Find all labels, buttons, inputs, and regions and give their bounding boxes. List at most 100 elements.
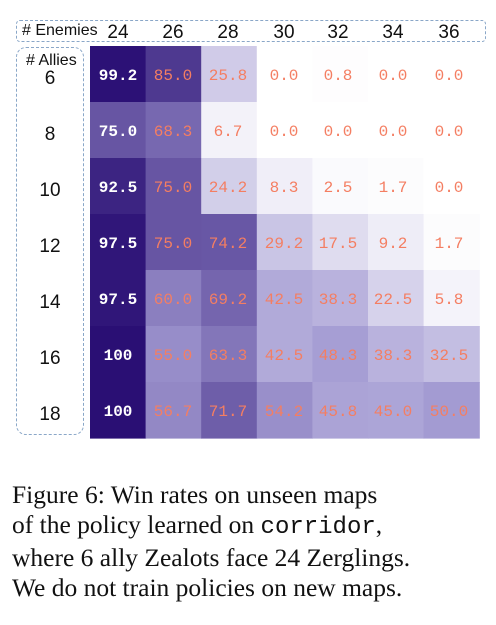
cell-value-label: 68.3	[154, 123, 192, 141]
y-tick-label: 14	[39, 292, 61, 313]
caption-line-2: of the policy learned on corridor,	[12, 510, 492, 543]
x-tick-label: 30	[273, 22, 294, 43]
cell-value-label: 48.3	[319, 347, 357, 365]
win-rate-heatmap: # Enemies # Allies 24 26 28 30 32 34 36 6 8 10 12 1…	[16, 20, 486, 439]
cell-value-label: 38.3	[319, 291, 357, 309]
cell-value-label: 63.3	[209, 347, 247, 365]
heatmap-cell	[90, 270, 147, 327]
cell-value-label: 38.3	[374, 347, 412, 365]
x-tick-label: 26	[162, 22, 183, 43]
heatmap-cell	[368, 46, 425, 103]
heatmap-cell	[312, 214, 369, 271]
cell-value-label: 99.2	[99, 67, 137, 85]
heatmap-cell	[90, 102, 147, 159]
heatmap-cell	[201, 270, 258, 327]
heatmap-cell	[145, 326, 202, 383]
heatmap-cell	[256, 158, 313, 215]
caption-code-term: corridor	[260, 514, 376, 541]
heatmap-cell	[90, 382, 147, 439]
x-axis-title: # Enemies	[22, 22, 98, 39]
cell-value-label: 17.5	[319, 235, 357, 253]
x-tick-label: 34	[382, 22, 404, 43]
x-tick-label: 24	[107, 22, 129, 43]
cell-value-label: 0.0	[435, 179, 464, 197]
enemies-axis-frame	[16, 20, 486, 42]
heatmap-cell	[145, 270, 202, 327]
heatmap-cell	[256, 214, 313, 271]
cell-value-label: 97.5	[99, 291, 137, 309]
heatmap-cell	[368, 382, 425, 439]
heatmap-cell	[201, 102, 258, 159]
cell-value-label: 0.0	[435, 67, 464, 85]
cell-value-label: 0.0	[379, 123, 408, 141]
cell-value-label: 32.5	[430, 347, 468, 365]
cell-value-label: 1.7	[379, 179, 408, 197]
cell-value-label: 50.0	[430, 403, 468, 421]
heatmap-cell	[90, 214, 147, 271]
cell-value-label: 0.0	[270, 123, 299, 141]
cell-value-label: 75.0	[154, 235, 192, 253]
heatmap-cell	[312, 326, 369, 383]
cell-value-label: 0.0	[270, 67, 299, 85]
heatmap-cell	[201, 158, 258, 215]
heatmap-cell	[368, 270, 425, 327]
cell-value-label: 92.5	[99, 179, 137, 197]
heatmap-cell	[423, 270, 480, 327]
cell-value-label: 54.2	[265, 403, 303, 421]
heatmap-cell	[423, 214, 480, 271]
figure-caption: Figure 6: Win rates on unseen maps of th…	[12, 480, 492, 603]
cell-value-label: 1.7	[435, 235, 464, 253]
heatmap-cell	[145, 46, 202, 103]
cell-value-label: 0.0	[379, 67, 408, 85]
cell-value-label: 0.0	[435, 123, 464, 141]
heatmap-cell	[368, 158, 425, 215]
heatmap-cell	[368, 102, 425, 159]
heatmap-cell	[201, 214, 258, 271]
y-tick-label: 8	[45, 124, 56, 145]
allies-axis-frame	[16, 47, 84, 435]
heatmap-cell	[256, 326, 313, 383]
y-tick-label: 10	[39, 180, 60, 201]
x-tick-label: 28	[217, 22, 238, 43]
cell-value-label: 42.5	[265, 291, 303, 309]
cell-value-label: 45.0	[374, 403, 412, 421]
heatmap-cell	[145, 158, 202, 215]
heatmap-cell	[423, 326, 480, 383]
heatmap-cell	[312, 158, 369, 215]
cell-value-label: 45.8	[319, 403, 357, 421]
heatmap-cell	[201, 326, 258, 383]
cell-value-label: 55.0	[154, 347, 192, 365]
cell-value-label: 0.8	[324, 67, 353, 85]
heatmap-cell	[312, 102, 369, 159]
heatmap-cell	[423, 46, 480, 103]
cell-value-label: 24.2	[209, 179, 247, 197]
x-tick-label: 36	[438, 22, 459, 43]
heatmap-cell	[312, 46, 369, 103]
cell-value-label: 0.0	[324, 123, 353, 141]
y-tick-label: 18	[39, 404, 60, 425]
cell-value-label: 29.2	[265, 235, 303, 253]
cell-value-label: 5.8	[435, 291, 464, 309]
caption-line-2-end: ,	[375, 510, 383, 539]
y-axis-title: # Allies	[26, 52, 77, 69]
heatmap-cell	[201, 46, 258, 103]
cell-value-label: 74.2	[209, 235, 247, 253]
cell-value-label: 85.0	[154, 67, 192, 85]
cell-value-label: 6.7	[214, 123, 243, 141]
heatmap-cell	[256, 102, 313, 159]
cell-value-label: 9.2	[379, 235, 408, 253]
cell-value-label: 42.5	[265, 347, 303, 365]
y-tick-label: 16	[39, 348, 60, 369]
y-tick-label: 6	[45, 68, 56, 89]
cell-value-label: 60.0	[154, 291, 192, 309]
x-tick-label: 32	[327, 22, 348, 43]
heatmap-cell	[145, 102, 202, 159]
caption-line-1: Figure 6: Win rates on unseen maps	[12, 480, 378, 509]
heatmap-cell	[145, 214, 202, 271]
cell-value-label: 25.8	[209, 67, 247, 85]
y-tick-label: 12	[39, 236, 60, 257]
cell-value-label: 100	[104, 403, 133, 421]
cell-value-label: 69.2	[209, 291, 247, 309]
cell-value-label: 97.5	[99, 235, 137, 253]
heatmap-cell	[368, 326, 425, 383]
